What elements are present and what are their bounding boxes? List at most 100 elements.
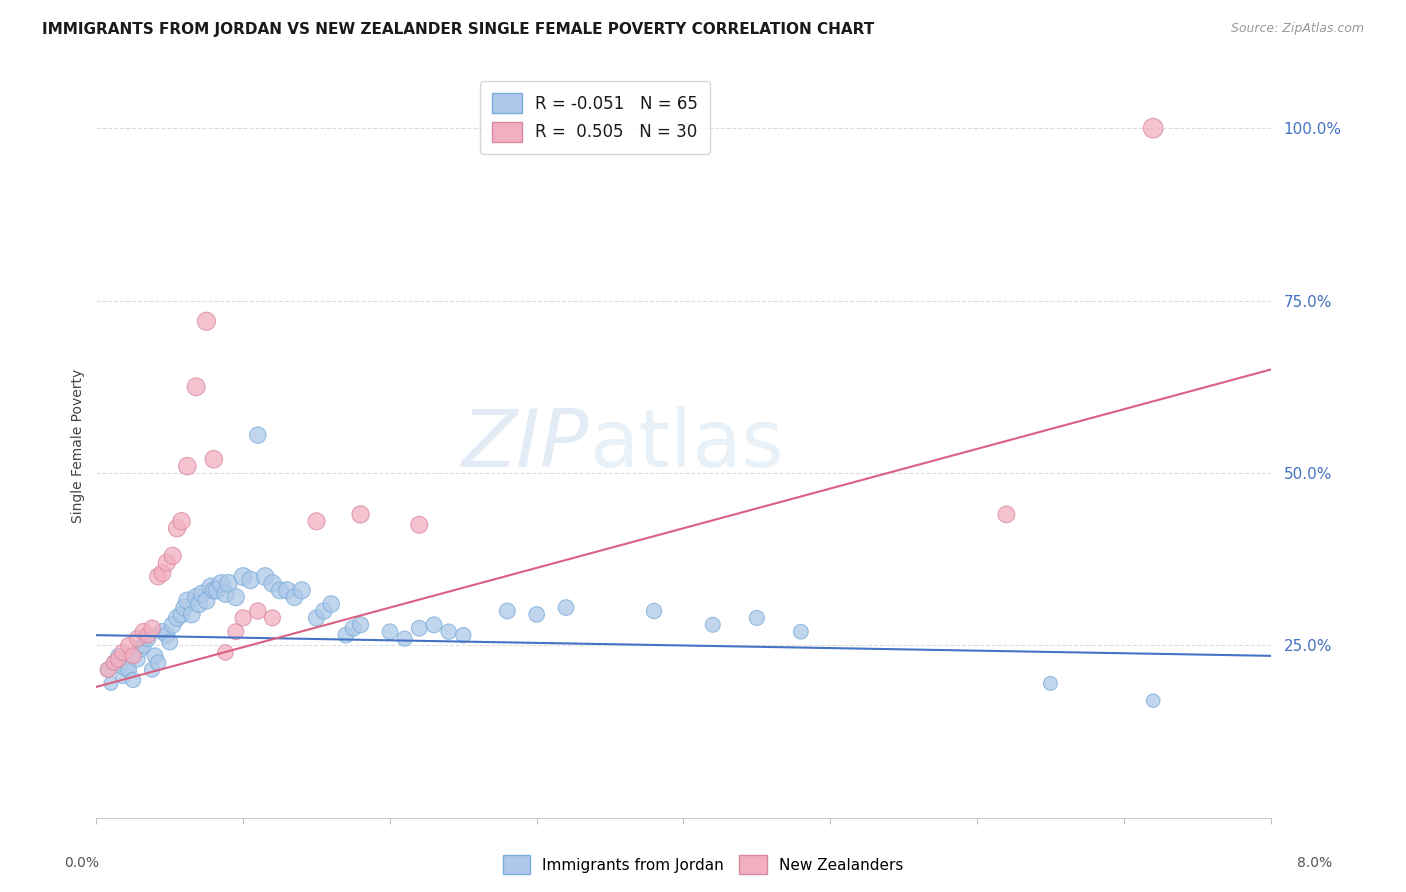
Point: [117, 663, 139, 677]
Point: [97, 663, 120, 677]
Point: [269, 583, 291, 598]
Point: [146, 656, 169, 670]
Point: [995, 508, 1018, 522]
Point: [162, 549, 184, 563]
Point: [526, 607, 548, 622]
Point: [1142, 693, 1164, 707]
Point: [100, 676, 122, 690]
Point: [176, 459, 198, 474]
Point: [166, 611, 188, 625]
Point: [378, 624, 401, 639]
Point: [312, 604, 335, 618]
Point: [232, 611, 254, 625]
Point: [1142, 121, 1164, 136]
Point: [283, 591, 305, 605]
Point: [254, 569, 277, 583]
Point: [394, 632, 416, 646]
Point: [276, 583, 298, 598]
Legend: R = -0.051   N = 65, R =  0.505   N = 30: R = -0.051 N = 65, R = 0.505 N = 30: [481, 81, 710, 153]
Point: [195, 314, 218, 328]
Point: [132, 639, 155, 653]
Point: [217, 576, 239, 591]
Point: [555, 600, 578, 615]
Point: [1039, 676, 1062, 690]
Point: [132, 624, 155, 639]
Point: [117, 639, 139, 653]
Point: [191, 587, 214, 601]
Point: [188, 597, 211, 611]
Point: [127, 632, 149, 646]
Point: [195, 593, 218, 607]
Text: 8.0%: 8.0%: [1298, 855, 1331, 870]
Point: [129, 642, 152, 657]
Point: [305, 514, 328, 528]
Point: [232, 569, 254, 583]
Point: [305, 611, 328, 625]
Point: [143, 648, 166, 663]
Point: [159, 635, 181, 649]
Point: [103, 656, 125, 670]
Text: 0.0%: 0.0%: [65, 855, 98, 870]
Point: [186, 380, 208, 394]
Text: atlas: atlas: [589, 407, 785, 484]
Point: [141, 663, 163, 677]
Point: [202, 452, 225, 467]
Point: [186, 591, 208, 605]
Point: [127, 652, 149, 666]
Point: [162, 617, 184, 632]
Point: [107, 652, 129, 666]
Point: [262, 611, 284, 625]
Point: [342, 621, 364, 635]
Point: [146, 569, 169, 583]
Point: [166, 521, 188, 535]
Point: [152, 566, 174, 580]
Point: [262, 576, 284, 591]
Point: [214, 587, 236, 601]
Y-axis label: Single Female Poverty: Single Female Poverty: [72, 368, 86, 523]
Point: [239, 573, 262, 587]
Point: [496, 604, 519, 618]
Point: [107, 648, 129, 663]
Point: [349, 508, 371, 522]
Point: [170, 607, 193, 622]
Point: [408, 517, 430, 532]
Point: [745, 611, 768, 625]
Text: IMMIGRANTS FROM JORDAN VS NEW ZEALANDER SINGLE FEMALE POVERTY CORRELATION CHART: IMMIGRANTS FROM JORDAN VS NEW ZEALANDER …: [42, 22, 875, 37]
Point: [152, 624, 174, 639]
Point: [408, 621, 430, 635]
Point: [643, 604, 665, 618]
Point: [114, 659, 136, 673]
Point: [156, 628, 179, 642]
Point: [156, 556, 179, 570]
Legend: Immigrants from Jordan, New Zealanders: Immigrants from Jordan, New Zealanders: [496, 849, 910, 880]
Point: [202, 583, 225, 598]
Point: [225, 624, 247, 639]
Point: [205, 583, 228, 598]
Point: [246, 604, 269, 618]
Point: [335, 628, 357, 642]
Point: [200, 580, 222, 594]
Point: [111, 669, 134, 683]
Point: [423, 617, 446, 632]
Point: [225, 591, 247, 605]
Point: [209, 576, 232, 591]
Point: [136, 632, 159, 646]
Point: [349, 617, 371, 632]
Point: [437, 624, 460, 639]
Point: [291, 583, 314, 598]
Point: [136, 628, 159, 642]
Text: Source: ZipAtlas.com: Source: ZipAtlas.com: [1230, 22, 1364, 36]
Point: [111, 645, 134, 659]
Point: [122, 648, 145, 663]
Point: [176, 593, 198, 607]
Point: [173, 600, 195, 615]
Point: [97, 663, 120, 677]
Point: [180, 607, 202, 622]
Point: [246, 428, 269, 442]
Point: [141, 621, 163, 635]
Point: [790, 624, 813, 639]
Text: ZIP: ZIP: [463, 407, 589, 484]
Point: [103, 656, 125, 670]
Point: [321, 597, 343, 611]
Point: [214, 645, 236, 659]
